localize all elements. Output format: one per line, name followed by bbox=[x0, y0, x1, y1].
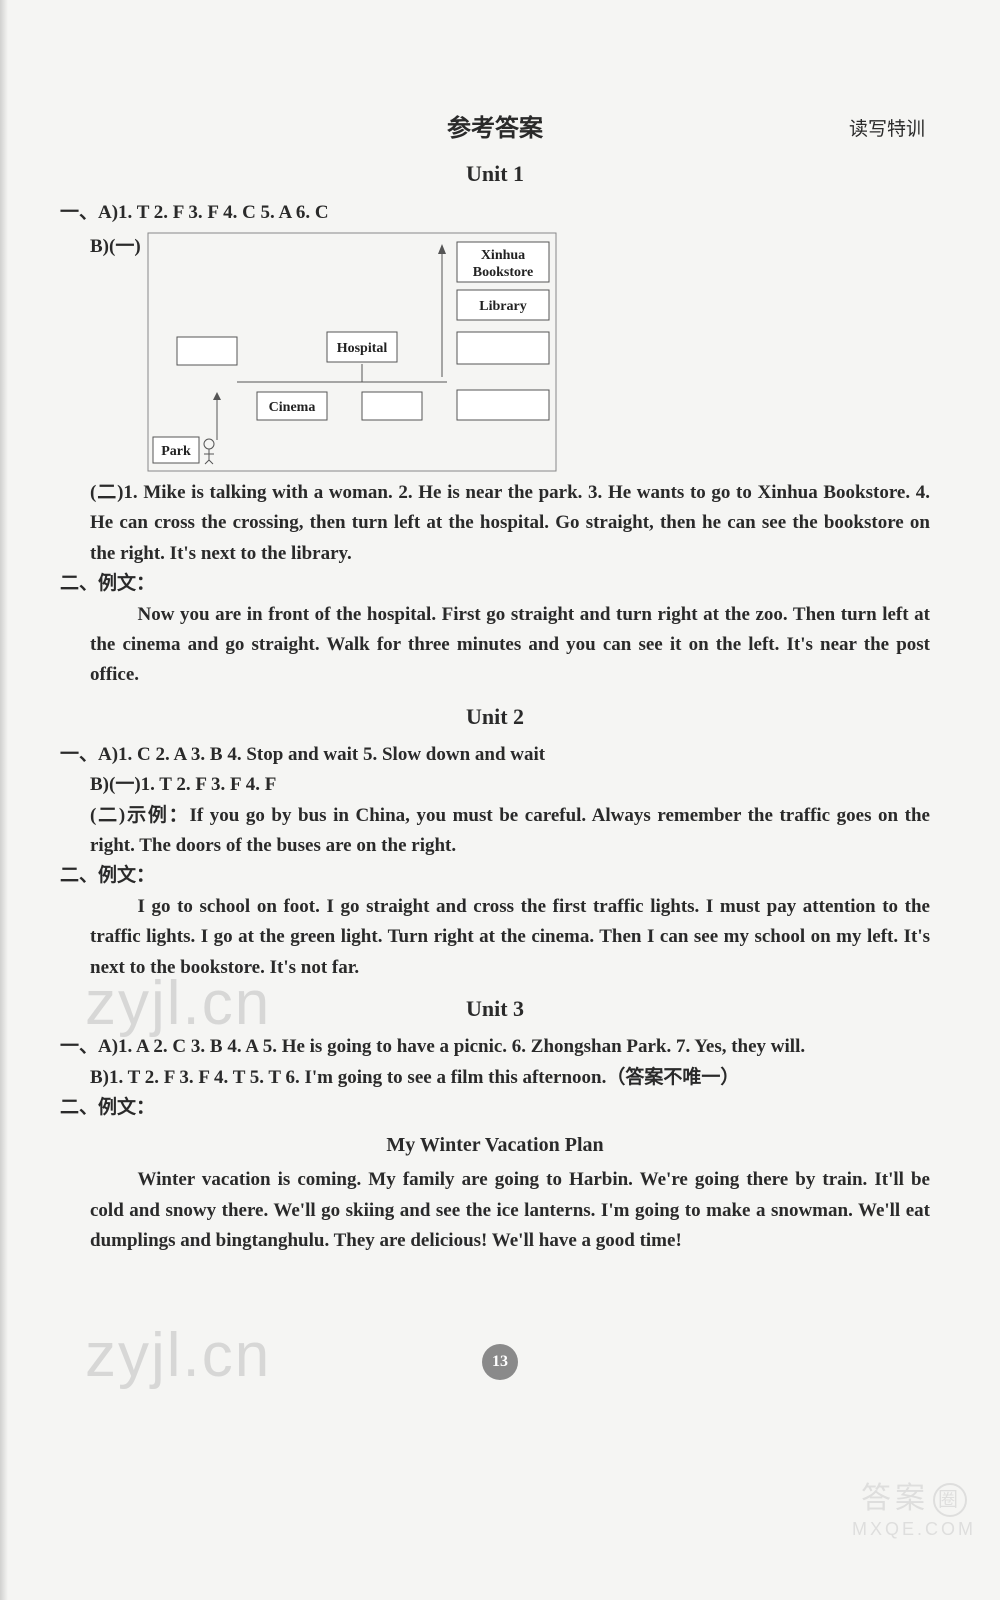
unit1-line-a: 一、A)1. T 2. F 3. F 4. C 5. A 6. C bbox=[60, 198, 930, 228]
badge-circle: 圈 bbox=[933, 1483, 967, 1517]
unit2-line-b: B)(一)1. T 2. F 3. F 4. F bbox=[90, 770, 930, 800]
unit3-line-b: B)1. T 2. F 3. F 4. T 5. T 6. I'm going … bbox=[90, 1063, 930, 1093]
unit3-example-label: 二、例文： bbox=[60, 1093, 930, 1123]
map-park: Park bbox=[161, 444, 191, 459]
watermark-2: zyjl.cn bbox=[85, 1320, 271, 1391]
page-number-badge: 13 bbox=[482, 1344, 518, 1380]
unit2-section-two: (二)示例：If you go by bus in China, you mus… bbox=[90, 801, 930, 862]
unit1-example-label: 二、例文： bbox=[60, 569, 930, 599]
main-title: 参考答案 bbox=[60, 110, 930, 148]
unit3-sub-title: My Winter Vacation Plan bbox=[60, 1129, 930, 1161]
map-library: Library bbox=[479, 299, 526, 314]
unit3-example-body: Winter vacation is coming. My family are… bbox=[90, 1165, 930, 1256]
unit1-line-b-label: B)(一) bbox=[90, 232, 141, 262]
page-number: 13 bbox=[482, 1344, 518, 1380]
unit1-section-two: (二)1. Mike is talking with a woman. 2. H… bbox=[90, 478, 930, 569]
badge-row1: 答案 bbox=[861, 1482, 929, 1515]
unit2-title: Unit 2 bbox=[60, 699, 930, 734]
page-content: 读写特训 参考答案 Unit 1 一、A)1. T 2. F 3. F 4. C… bbox=[0, 0, 1000, 1297]
unit1-map-diagram: Xinhua Bookstore Library Hospital Cinema… bbox=[147, 232, 557, 472]
scan-left-edge bbox=[0, 0, 8, 1600]
unit2-line-a: 一、A)1. C 2. A 3. B 4. Stop and wait 5. S… bbox=[60, 740, 930, 770]
corner-badge: 答案圈 MXQE.COM bbox=[852, 1473, 976, 1540]
unit1-title: Unit 1 bbox=[60, 156, 930, 191]
unit2-example-body: I go to school on foot. I go straight an… bbox=[90, 892, 930, 983]
map-cinema: Cinema bbox=[268, 400, 315, 415]
header-right-label: 读写特训 bbox=[849, 115, 925, 145]
unit2-example-label: 二、例文： bbox=[60, 861, 930, 891]
unit3-line-a: 一、A)1. A 2. C 3. B 4. A 5. He is going t… bbox=[60, 1032, 930, 1062]
map-hospital: Hospital bbox=[336, 341, 387, 356]
unit3-title: Unit 3 bbox=[60, 991, 930, 1026]
map-bookstore-l2: Bookstore bbox=[472, 265, 532, 280]
badge-row2: MXQE.COM bbox=[852, 1519, 976, 1540]
map-bookstore-l1: Xinhua bbox=[480, 248, 524, 263]
unit1-example-body: Now you are in front of the hospital. Fi… bbox=[90, 600, 930, 691]
